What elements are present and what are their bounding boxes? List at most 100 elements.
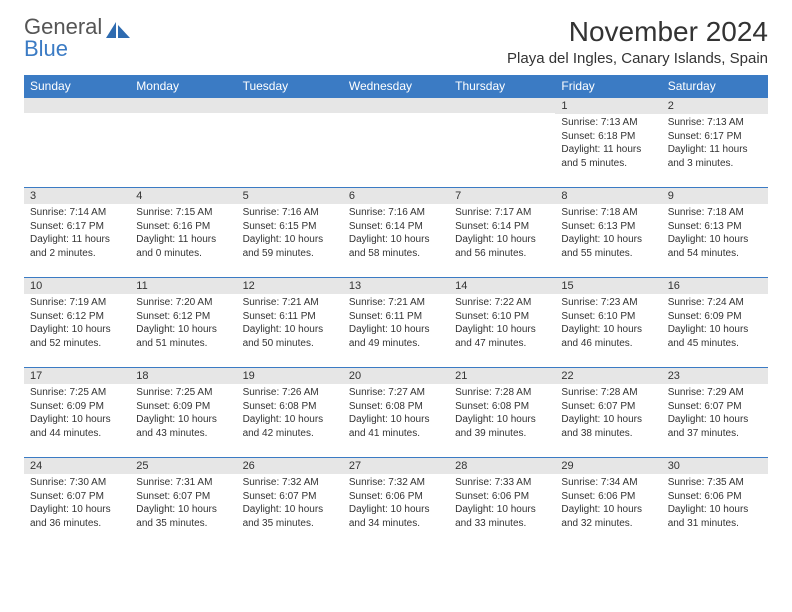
sunset-line: Sunset: 6:11 PM (349, 310, 443, 324)
calendar-day-cell: 14Sunrise: 7:22 AMSunset: 6:10 PMDayligh… (449, 278, 555, 368)
daylight-line-1: Daylight: 11 hours (561, 143, 655, 157)
daylight-line-2: and 37 minutes. (668, 427, 762, 441)
daylight-line-2: and 52 minutes. (30, 337, 124, 351)
weekday-header: Thursday (449, 75, 555, 98)
calendar-day-cell (130, 98, 236, 188)
calendar-day-cell: 19Sunrise: 7:26 AMSunset: 6:08 PMDayligh… (237, 368, 343, 458)
calendar-day-cell: 4Sunrise: 7:15 AMSunset: 6:16 PMDaylight… (130, 188, 236, 278)
calendar-day-cell: 8Sunrise: 7:18 AMSunset: 6:13 PMDaylight… (555, 188, 661, 278)
day-details: Sunrise: 7:27 AMSunset: 6:08 PMDaylight:… (343, 384, 449, 444)
day-number (130, 98, 236, 113)
calendar-day-cell: 15Sunrise: 7:23 AMSunset: 6:10 PMDayligh… (555, 278, 661, 368)
sunset-line: Sunset: 6:17 PM (30, 220, 124, 234)
calendar-day-cell: 2Sunrise: 7:13 AMSunset: 6:17 PMDaylight… (662, 98, 768, 188)
weekday-header: Wednesday (343, 75, 449, 98)
calendar-day-cell: 18Sunrise: 7:25 AMSunset: 6:09 PMDayligh… (130, 368, 236, 458)
calendar-day-cell: 1Sunrise: 7:13 AMSunset: 6:18 PMDaylight… (555, 98, 661, 188)
day-number: 9 (662, 188, 768, 204)
sunrise-line: Sunrise: 7:20 AM (136, 296, 230, 310)
daylight-line-1: Daylight: 10 hours (561, 233, 655, 247)
sunset-line: Sunset: 6:06 PM (349, 490, 443, 504)
day-number: 11 (130, 278, 236, 294)
sunrise-line: Sunrise: 7:32 AM (349, 476, 443, 490)
calendar-page: General Blue November 2024 Playa del Ing… (0, 0, 792, 564)
calendar-day-cell: 6Sunrise: 7:16 AMSunset: 6:14 PMDaylight… (343, 188, 449, 278)
sunrise-line: Sunrise: 7:22 AM (455, 296, 549, 310)
day-details: Sunrise: 7:25 AMSunset: 6:09 PMDaylight:… (24, 384, 130, 444)
sunrise-line: Sunrise: 7:27 AM (349, 386, 443, 400)
day-number: 27 (343, 458, 449, 474)
sunrise-line: Sunrise: 7:21 AM (349, 296, 443, 310)
sunset-line: Sunset: 6:06 PM (455, 490, 549, 504)
day-number: 15 (555, 278, 661, 294)
day-number: 5 (237, 188, 343, 204)
daylight-line-1: Daylight: 10 hours (30, 323, 124, 337)
calendar-day-cell: 24Sunrise: 7:30 AMSunset: 6:07 PMDayligh… (24, 458, 130, 548)
daylight-line-1: Daylight: 10 hours (455, 233, 549, 247)
day-details: Sunrise: 7:22 AMSunset: 6:10 PMDaylight:… (449, 294, 555, 354)
sail-icon (104, 20, 132, 47)
daylight-line-2: and 54 minutes. (668, 247, 762, 261)
sunrise-line: Sunrise: 7:25 AM (30, 386, 124, 400)
sunset-line: Sunset: 6:07 PM (668, 400, 762, 414)
sunset-line: Sunset: 6:12 PM (30, 310, 124, 324)
calendar-day-cell (237, 98, 343, 188)
sunrise-line: Sunrise: 7:13 AM (668, 116, 762, 130)
calendar-week-row: 17Sunrise: 7:25 AMSunset: 6:09 PMDayligh… (24, 368, 768, 458)
sunrise-line: Sunrise: 7:18 AM (668, 206, 762, 220)
sunset-line: Sunset: 6:07 PM (243, 490, 337, 504)
calendar-day-cell: 7Sunrise: 7:17 AMSunset: 6:14 PMDaylight… (449, 188, 555, 278)
day-number: 3 (24, 188, 130, 204)
day-number: 17 (24, 368, 130, 384)
sunset-line: Sunset: 6:15 PM (243, 220, 337, 234)
calendar-day-cell: 10Sunrise: 7:19 AMSunset: 6:12 PMDayligh… (24, 278, 130, 368)
day-number: 20 (343, 368, 449, 384)
sunset-line: Sunset: 6:08 PM (349, 400, 443, 414)
sunrise-line: Sunrise: 7:26 AM (243, 386, 337, 400)
daylight-line-2: and 32 minutes. (561, 517, 655, 531)
day-number: 2 (662, 98, 768, 114)
logo-word-blue: Blue (24, 38, 102, 60)
day-details: Sunrise: 7:20 AMSunset: 6:12 PMDaylight:… (130, 294, 236, 354)
daylight-line-2: and 43 minutes. (136, 427, 230, 441)
day-number: 22 (555, 368, 661, 384)
calendar-day-cell: 16Sunrise: 7:24 AMSunset: 6:09 PMDayligh… (662, 278, 768, 368)
sunrise-line: Sunrise: 7:18 AM (561, 206, 655, 220)
day-number: 7 (449, 188, 555, 204)
daylight-line-2: and 35 minutes. (243, 517, 337, 531)
sunset-line: Sunset: 6:10 PM (455, 310, 549, 324)
sunset-line: Sunset: 6:14 PM (455, 220, 549, 234)
calendar-day-cell: 21Sunrise: 7:28 AMSunset: 6:08 PMDayligh… (449, 368, 555, 458)
sunset-line: Sunset: 6:07 PM (30, 490, 124, 504)
month-title: November 2024 (507, 16, 768, 48)
day-number: 24 (24, 458, 130, 474)
logo: General Blue (24, 16, 132, 60)
daylight-line-2: and 42 minutes. (243, 427, 337, 441)
calendar-week-row: 24Sunrise: 7:30 AMSunset: 6:07 PMDayligh… (24, 458, 768, 548)
daylight-line-1: Daylight: 10 hours (243, 233, 337, 247)
sunrise-line: Sunrise: 7:30 AM (30, 476, 124, 490)
day-number: 8 (555, 188, 661, 204)
day-details: Sunrise: 7:30 AMSunset: 6:07 PMDaylight:… (24, 474, 130, 534)
day-details: Sunrise: 7:13 AMSunset: 6:18 PMDaylight:… (555, 114, 661, 174)
daylight-line-1: Daylight: 10 hours (668, 233, 762, 247)
day-details: Sunrise: 7:21 AMSunset: 6:11 PMDaylight:… (237, 294, 343, 354)
day-number (237, 98, 343, 113)
daylight-line-2: and 56 minutes. (455, 247, 549, 261)
day-number: 30 (662, 458, 768, 474)
calendar-day-cell: 26Sunrise: 7:32 AMSunset: 6:07 PMDayligh… (237, 458, 343, 548)
day-details: Sunrise: 7:19 AMSunset: 6:12 PMDaylight:… (24, 294, 130, 354)
location: Playa del Ingles, Canary Islands, Spain (507, 50, 768, 67)
daylight-line-1: Daylight: 10 hours (136, 413, 230, 427)
daylight-line-1: Daylight: 10 hours (349, 323, 443, 337)
daylight-line-2: and 55 minutes. (561, 247, 655, 261)
day-number: 1 (555, 98, 661, 114)
daylight-line-2: and 46 minutes. (561, 337, 655, 351)
daylight-line-2: and 45 minutes. (668, 337, 762, 351)
day-details: Sunrise: 7:25 AMSunset: 6:09 PMDaylight:… (130, 384, 236, 444)
daylight-line-1: Daylight: 10 hours (243, 323, 337, 337)
daylight-line-1: Daylight: 10 hours (455, 503, 549, 517)
day-number: 23 (662, 368, 768, 384)
daylight-line-1: Daylight: 10 hours (136, 503, 230, 517)
sunrise-line: Sunrise: 7:31 AM (136, 476, 230, 490)
